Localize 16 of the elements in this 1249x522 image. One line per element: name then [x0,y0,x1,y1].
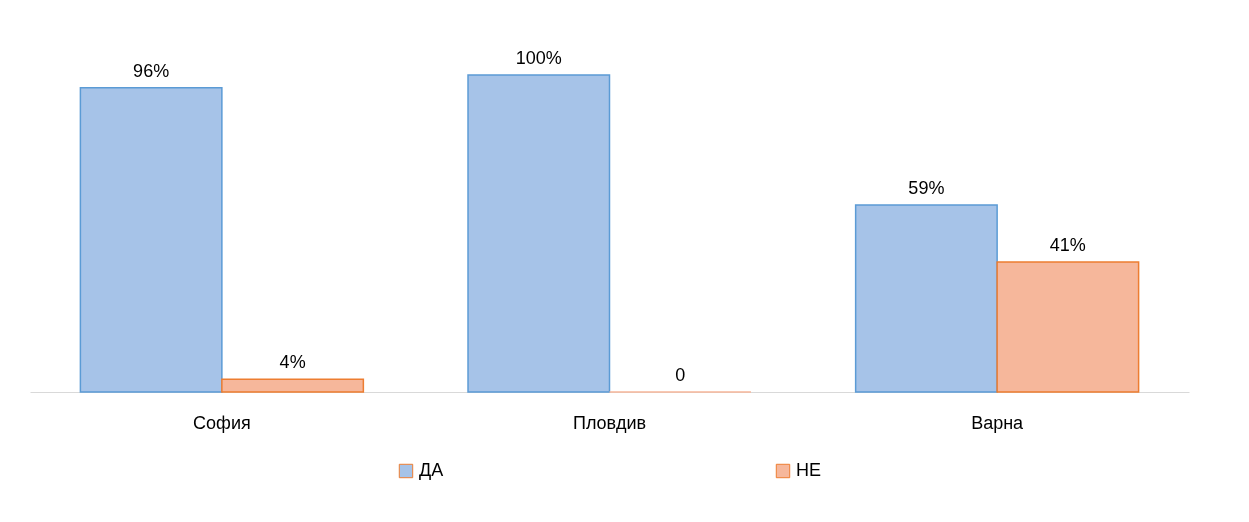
data-label: 0 [675,365,686,385]
data-label: 100% [515,48,562,68]
legend-label: ДА [419,460,444,480]
bar [221,378,365,393]
x-tick-label: Пловдив [572,412,647,433]
data-label: 96% [133,60,170,81]
data-label: 41% [1049,235,1086,256]
x-tick-label: София [193,412,251,433]
legend-label: НЕ [796,460,822,480]
x-tick-label: Варна [971,412,1025,433]
bar [79,86,223,393]
bar [467,74,611,393]
data-label: 4% [279,352,306,373]
bar [854,204,998,393]
data-label: 59% [908,177,945,198]
bar [996,261,1140,393]
